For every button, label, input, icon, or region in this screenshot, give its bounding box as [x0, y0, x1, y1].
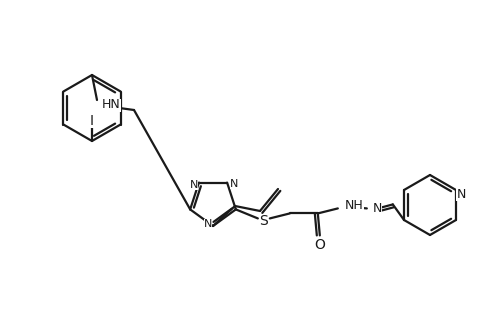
Text: O: O — [314, 238, 325, 253]
Text: N: N — [189, 180, 198, 190]
Text: HN: HN — [102, 98, 121, 112]
Text: N: N — [373, 202, 382, 215]
Text: S: S — [259, 215, 268, 228]
Text: N: N — [456, 188, 466, 200]
Text: N: N — [230, 178, 238, 189]
Text: I: I — [90, 114, 94, 128]
Text: N: N — [204, 219, 212, 229]
Text: NH: NH — [345, 199, 364, 212]
